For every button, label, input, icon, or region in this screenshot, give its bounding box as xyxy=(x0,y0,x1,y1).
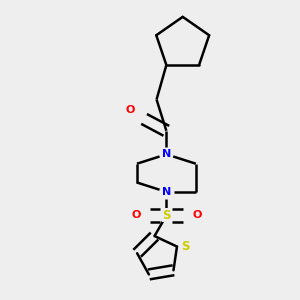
Text: O: O xyxy=(126,106,135,116)
Text: N: N xyxy=(162,187,171,197)
Text: S: S xyxy=(162,209,171,222)
Text: O: O xyxy=(131,210,141,220)
Text: O: O xyxy=(192,210,202,220)
Text: N: N xyxy=(162,149,171,159)
Text: S: S xyxy=(181,240,189,253)
